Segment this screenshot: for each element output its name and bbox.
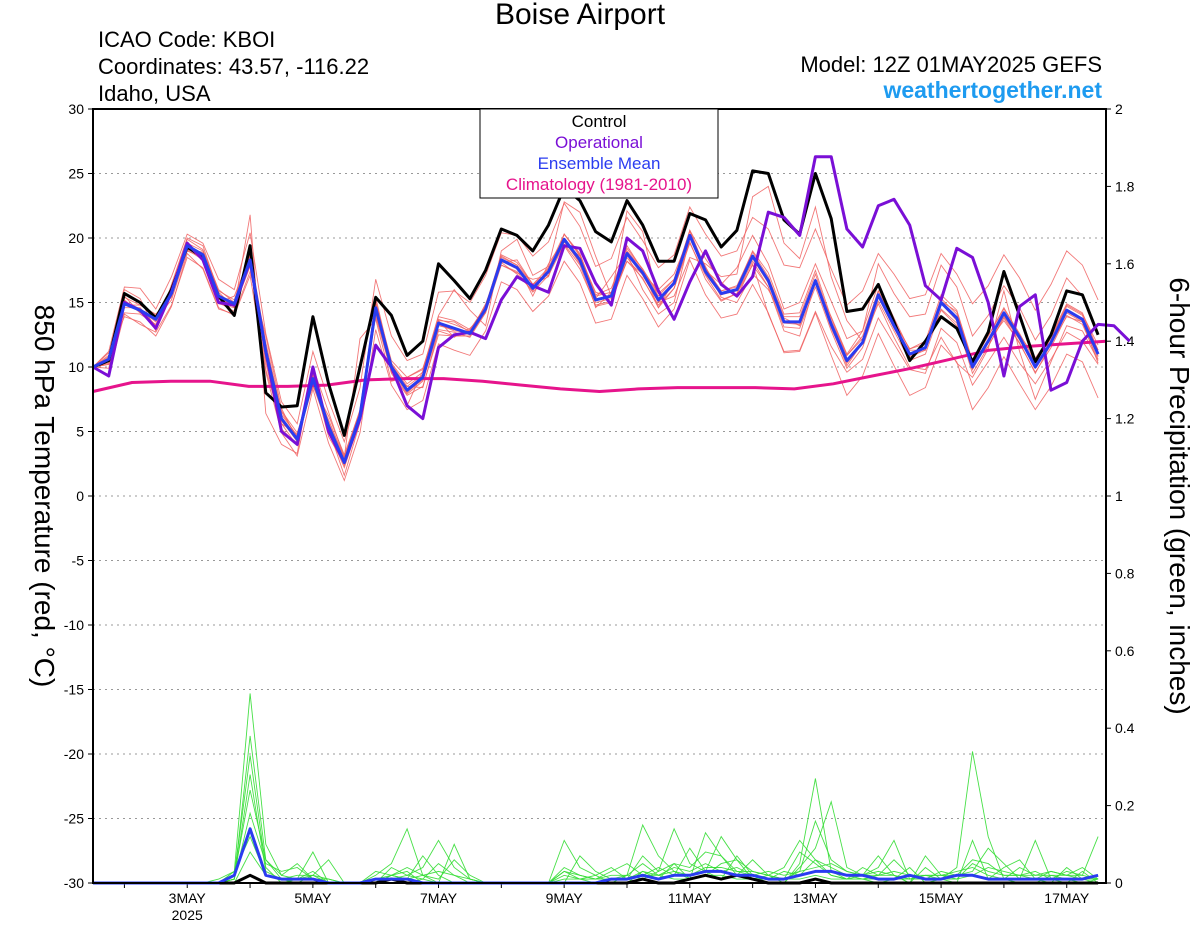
y-tick-label: 25 [68,166,84,182]
x-tick-label: 11MAY [668,890,712,906]
x-tick-label: 15MAY [919,890,965,906]
icao-code: ICAO Code: KBOI [98,27,276,52]
y2-tick-label: 0 [1115,875,1123,891]
y2-tick-label: 0.6 [1115,643,1135,659]
precip-member-line [93,693,1099,884]
y-tick-label: -30 [64,875,84,891]
y-tick-label: 5 [76,424,84,440]
y2-tick-label: 0.4 [1115,720,1135,736]
y2-tick-label: 2 [1115,101,1123,117]
operational-temp-line [92,155,1131,464]
y2-tick-label: 1.2 [1115,411,1135,427]
x-tick-sublabel: 2025 [172,907,203,923]
temp-member-line [92,202,1099,444]
y-tick-label: 15 [68,295,84,311]
climatology-temp-line [92,339,1107,393]
y-tick-label: 10 [68,359,84,375]
precip-member-line [93,735,1099,884]
y-tick-label: -5 [72,553,85,569]
y2-axis-label: 6-hour Precipitation (green, inches) [1164,277,1195,714]
y2-tick-label: 0.2 [1115,798,1135,814]
temp-member-line [92,228,1099,459]
y2-tick-label: 1.4 [1115,333,1135,349]
gridlines [93,173,1106,819]
legend-item: Control [572,112,627,131]
left-axis-ticks: 30 25 20 15 10 5 0 -5 -10 -15 -20 -25 -30 [64,101,93,891]
x-tick-label: 13MAY [793,890,839,906]
y-tick-label: -10 [64,617,84,633]
y-tick-label: 0 [76,488,84,504]
model-run: Model: 12Z 01MAY2025 GEFS [800,52,1102,77]
precip-member-line [93,774,1099,884]
coordinates: Coordinates: 43.57, -116.22 [98,54,370,79]
x-tick-label: 7MAY [420,890,458,906]
ensemble-mean-temp-line [92,233,1100,464]
control-temp-line [92,169,1100,437]
series-layer [92,155,1131,885]
location: Idaho, USA [98,81,211,106]
x-tick-label: 17MAY [1044,890,1090,906]
site-link[interactable]: weathertogether.net [883,77,1102,103]
y2-tick-label: 1.6 [1115,256,1135,272]
y-tick-label: 30 [68,101,84,117]
y2-tick-label: 0.8 [1115,565,1135,581]
y-tick-label: 20 [68,230,84,246]
x-tick-label: 3MAY [169,890,207,906]
y2-tick-label: 1 [1115,488,1123,504]
y2-tick-label: 1.8 [1115,178,1135,194]
chart-title: Boise Airport [494,0,666,31]
y-tick-label: -20 [64,746,84,762]
legend: Control Operational Ensemble Mean Climatolo… [479,108,719,199]
y-tick-label: -25 [64,811,84,827]
legend-item: Operational [555,133,643,152]
right-axis-ticks: 2 1.8 1.6 1.4 1.2 1 0.8 0.6 0.4 0.2 0 [1106,101,1135,891]
x-tick-label: 9MAY [546,890,584,906]
y-axis-label: 850 hPa Temperature (red, °C) [29,305,60,688]
y-tick-label: -15 [64,682,84,698]
x-tick-label: 5MAY [294,890,332,906]
legend-item: Climatology (1981-2010) [506,175,692,194]
temp-member-line [92,256,1099,482]
legend-item: Ensemble Mean [538,154,661,173]
legend-box [479,108,719,199]
